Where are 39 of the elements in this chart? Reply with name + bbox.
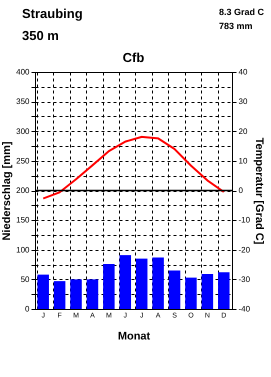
text: 8.3 Grad C (219, 7, 265, 17)
bar (86, 279, 98, 309)
y2-axis-title: Temperatur [Grad C] (253, 138, 266, 245)
bar (152, 257, 164, 309)
x-axis-title: Monat (118, 330, 151, 342)
text: 783 mm (219, 21, 253, 31)
bar (103, 264, 115, 309)
y2-tick-label: 0 (238, 186, 244, 195)
y-axis-title: Niederschlag [mm] (1, 141, 14, 241)
text: Straubing (22, 6, 83, 21)
y-tick-label: 100 (16, 245, 30, 254)
bar (185, 278, 197, 309)
y2-tick-label: 30 (238, 97, 248, 106)
bar (54, 281, 66, 309)
y-tick-label: 250 (16, 156, 30, 166)
y-tick-label: 50 (20, 274, 30, 284)
y2-tick-label: -30 (238, 274, 251, 284)
chart-title: Cfb (122, 50, 144, 65)
y2-tick-label: 20 (238, 126, 248, 136)
y2-tick-label: -40 (238, 304, 251, 314)
y-tick-label: 300 (16, 126, 30, 136)
bar (70, 279, 82, 309)
line-series (42, 136, 225, 200)
bar (136, 258, 148, 309)
y-tick-label: 150 (16, 216, 30, 225)
bar (218, 272, 230, 309)
bar (120, 255, 132, 309)
bar (202, 274, 214, 309)
y2-tick-label: -10 (238, 216, 251, 225)
bar (37, 274, 49, 309)
text: 350 m (22, 28, 59, 43)
y2-tick-label: 10 (238, 156, 248, 166)
y-tick-label: 400 (16, 68, 30, 76)
y-tick-label: 350 (16, 97, 30, 106)
y2-tick-label: -20 (238, 245, 251, 254)
y2-tick-label: 40 (238, 68, 248, 76)
y-tick-label: 200 (16, 186, 30, 195)
y-tick-label: 0 (25, 304, 30, 314)
bar (168, 270, 180, 309)
